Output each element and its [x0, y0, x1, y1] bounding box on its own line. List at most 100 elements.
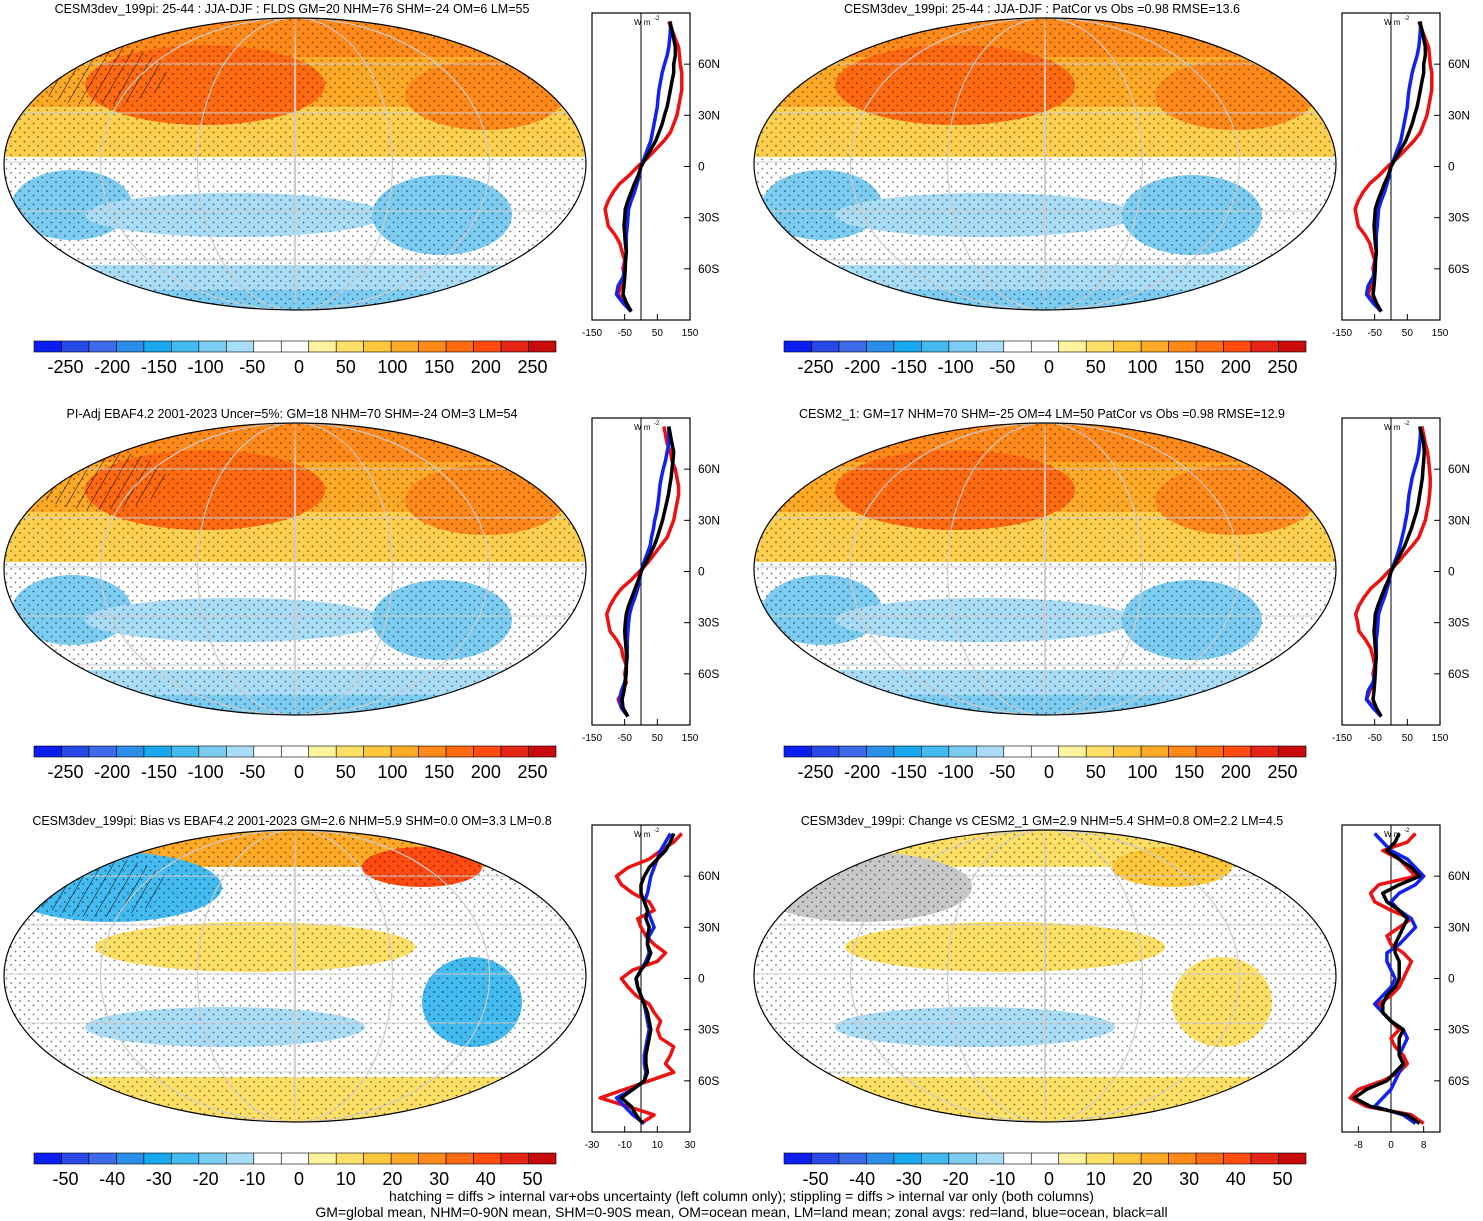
graticule-lon [100, 18, 490, 310]
panel-title: CESM3dev_199pi: 25-44 : JJA-DJF : PatCor… [844, 2, 1240, 16]
colorbar-swatch [198, 1152, 227, 1165]
lat-label: 30S [698, 616, 719, 630]
colorbar-swatch [88, 745, 117, 758]
zonal-profile: W m -2 60N 30N 0 30S 60S -8 0 8 [1341, 824, 1470, 1151]
colorbar-label: -250 [47, 357, 83, 377]
colorbar-swatch [921, 1152, 950, 1165]
profile-units-exp: -2 [1404, 828, 1410, 834]
x-tick-label: 150 [1432, 328, 1449, 339]
colorbar-swatch [253, 1152, 282, 1165]
panel-1: CESM3dev_199pi: 25-44 : JJA-DJF : FLDS G… [3, 2, 720, 377]
colorbar-swatch [1223, 1152, 1252, 1165]
colorbar-swatch [171, 1152, 200, 1165]
colorbar-swatch [838, 1152, 867, 1165]
colorbar-swatch [528, 1152, 557, 1165]
colorbar-swatch [1113, 1152, 1142, 1165]
footer-line-2: GM=global mean, NHM=0-90N mean, SHM=0-90… [315, 1204, 1168, 1220]
x-tick-label: -8 [1354, 1140, 1363, 1151]
colorbar-label: 50 [336, 762, 356, 782]
colorbar-swatch [61, 745, 90, 758]
colorbar-swatch [445, 745, 474, 758]
lat-label: 60S [698, 1074, 719, 1088]
colorbar-swatch [976, 340, 1005, 353]
colorbar-swatch [308, 1152, 337, 1165]
map-border [3, 422, 587, 716]
colorbar-swatch [418, 1152, 447, 1165]
colorbar-label: 20 [382, 1169, 402, 1189]
lat-label: 60N [698, 869, 720, 883]
colorbar-label: 0 [1044, 357, 1054, 377]
colorbar-swatch [61, 340, 90, 353]
colorbar-swatch [1113, 340, 1142, 353]
colorbar-swatch [418, 340, 447, 353]
lat-label: 60S [1448, 667, 1469, 681]
colorbar: -250 -200 -150 -100 -50 0 50 100 150 200 250 [783, 745, 1307, 782]
colorbar-label: 40 [476, 1169, 496, 1189]
colorbar-label: -40 [99, 1169, 125, 1189]
colorbar-swatch [1278, 340, 1307, 353]
colorbar: -250 -200 -150 -100 -50 0 50 100 150 200 250 [33, 745, 557, 782]
profile-units: W m [634, 423, 651, 432]
colorbar-swatch [1250, 745, 1279, 758]
colorbar-swatch [1278, 1152, 1307, 1165]
colorbar-label: 250 [1268, 762, 1298, 782]
lat-label: 60S [1448, 1074, 1469, 1088]
colorbar-swatch [976, 1152, 1005, 1165]
colorbar-swatch [280, 1152, 310, 1165]
colorbar-label: -100 [188, 762, 224, 782]
series-all [1352, 832, 1422, 1125]
colorbar-swatch [1003, 340, 1032, 353]
colorbar-label: 100 [1127, 357, 1157, 377]
colorbar-swatch [88, 1152, 117, 1165]
colorbar-label: 0 [294, 357, 304, 377]
lat-label: 30N [1448, 920, 1470, 934]
colorbar-swatch [976, 745, 1005, 758]
profile-units-exp: -2 [654, 16, 660, 22]
colorbar-label: -40 [849, 1169, 875, 1189]
colorbar-swatch [1195, 745, 1224, 758]
map-border [753, 829, 1337, 1123]
colorbar-label: -50 [989, 762, 1015, 782]
colorbar-swatch [500, 1152, 529, 1165]
x-tick-label: -50 [617, 733, 632, 744]
colorbar-label: 10 [1086, 1169, 1106, 1189]
colorbar-swatch [1168, 340, 1197, 353]
colorbar-swatch [226, 745, 255, 758]
x-tick-label: 50 [652, 328, 664, 339]
hatching [27, 857, 167, 917]
colorbar-swatch [866, 1152, 895, 1165]
colorbar-swatch [1030, 745, 1060, 758]
colorbar-label: -150 [891, 762, 927, 782]
colorbar-swatch [116, 340, 145, 353]
colorbar-swatch [1223, 340, 1252, 353]
colorbar-label: -200 [844, 357, 880, 377]
colorbar: -50 -40 -30 -20 -10 0 10 20 30 40 50 [33, 1152, 557, 1189]
colorbar-label: -50 [239, 762, 265, 782]
panel-title: PI-Adj EBAF4.2 2001-2023 Uncer=5%: GM=18… [67, 407, 518, 421]
colorbar-swatch [783, 1152, 812, 1165]
colorbar-swatch [363, 745, 392, 758]
x-tick-label: -30 [585, 1140, 600, 1151]
colorbar-swatch [390, 340, 419, 353]
map-border [3, 829, 587, 1123]
x-tick-label: 50 [652, 733, 664, 744]
colorbar-label: 20 [1132, 1169, 1152, 1189]
x-tick-label: 8 [1421, 1140, 1427, 1151]
lat-label: 30S [1448, 616, 1469, 630]
colorbar-swatch [893, 340, 922, 353]
series-all [621, 21, 678, 313]
colorbar-swatch [473, 1152, 502, 1165]
x-tick-label: -10 [617, 1140, 632, 1151]
colorbar-swatch [1113, 745, 1142, 758]
colorbar-swatch [528, 745, 557, 758]
colorbar-label: -250 [47, 762, 83, 782]
colorbar-swatch [893, 1152, 922, 1165]
panel-title: CESM2_1: GM=17 NHM=70 SHM=-25 OM=4 LM=50… [799, 407, 1285, 421]
series-land [603, 20, 684, 313]
hatching [27, 450, 167, 510]
colorbar-swatch [948, 1152, 977, 1165]
hatching [27, 45, 167, 105]
colorbar-swatch [198, 745, 227, 758]
colorbar-swatch [335, 340, 364, 353]
